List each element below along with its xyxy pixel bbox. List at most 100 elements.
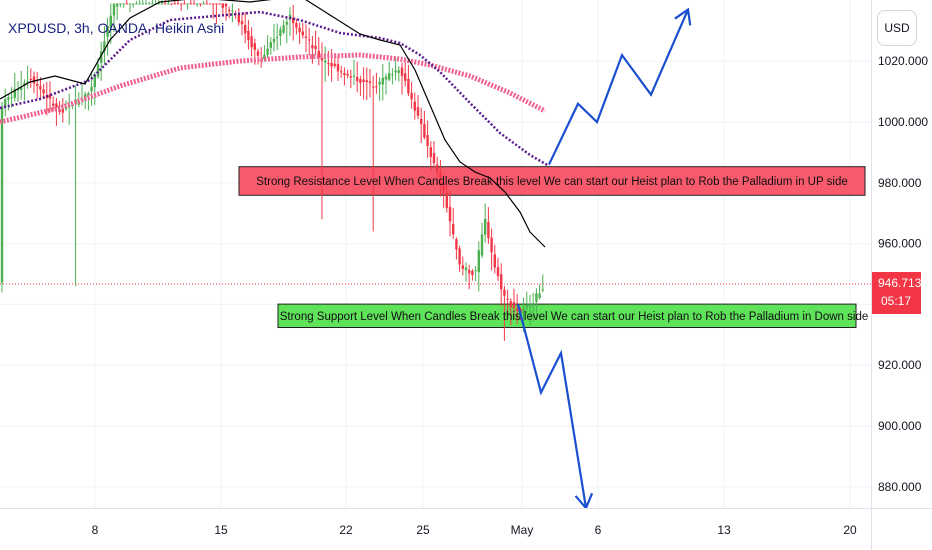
candle-body — [42, 89, 45, 94]
candle-body — [372, 86, 375, 88]
candle-body — [256, 51, 260, 56]
candle-body — [100, 51, 103, 63]
candle-body — [228, 10, 231, 12]
candle-body — [298, 27, 301, 33]
candle-body — [320, 57, 324, 61]
candle-body — [317, 50, 320, 58]
level-zones — [238, 166, 866, 329]
price-tick-label: 920.000 — [878, 358, 922, 372]
candle-body — [452, 224, 455, 235]
candle-body — [180, 3, 183, 5]
candle-body — [138, 3, 141, 5]
candles — [0, 0, 544, 341]
up-projection-arrow — [548, 9, 690, 166]
candle-body — [196, 3, 199, 5]
candle-body — [522, 307, 525, 314]
time-tick-label: 15 — [214, 523, 228, 537]
candle-body — [426, 135, 429, 147]
candle-body — [535, 293, 538, 303]
candle-body — [13, 89, 16, 98]
candle-body — [61, 108, 64, 113]
candle-body — [349, 76, 352, 78]
candle-body — [29, 78, 32, 80]
candle-body — [276, 37, 279, 39]
currency-button[interactable]: USD — [877, 10, 917, 46]
resistance-label: Strong Resistance Level When Candles Bre… — [256, 176, 848, 188]
candle-body — [388, 73, 391, 80]
candle-body — [311, 45, 314, 49]
candle-body — [218, 3, 221, 5]
candle-body — [285, 21, 288, 25]
projection-arrows — [516, 7, 692, 511]
candle-body — [36, 84, 39, 86]
candle-body — [516, 309, 519, 312]
candle-body — [330, 62, 333, 67]
candle-body — [400, 67, 404, 76]
candle-body — [176, 3, 180, 5]
candle-body — [436, 164, 439, 173]
candle-body — [292, 17, 295, 24]
candle-body — [151, 3, 154, 5]
candle-body — [343, 73, 346, 76]
candle-body — [378, 81, 381, 85]
candle-body — [55, 103, 58, 108]
candle-body — [205, 3, 208, 5]
candle-body — [93, 74, 96, 88]
candle-body — [458, 248, 461, 265]
candle-body — [116, 3, 119, 7]
candle-body — [141, 3, 144, 5]
candle-body — [240, 21, 244, 25]
candle-body — [272, 38, 276, 43]
candle-body — [340, 71, 343, 73]
candle-body — [503, 289, 506, 296]
candle-body — [362, 79, 365, 83]
candle-body — [532, 303, 535, 306]
candle-body — [410, 93, 413, 100]
candle-body — [455, 239, 458, 250]
candle-body — [506, 298, 509, 300]
candle-body — [308, 39, 311, 41]
candle-body — [20, 87, 23, 90]
level-labels: Strong Resistance Level When Candles Bre… — [256, 176, 868, 323]
candle-body — [464, 267, 468, 271]
candle-body — [112, 3, 116, 16]
candle-body — [295, 23, 298, 28]
candle-body — [96, 64, 100, 77]
candle-body — [304, 36, 308, 38]
support-label: Strong Support Level When Candles Break … — [280, 311, 869, 323]
time-tick-label: 22 — [339, 523, 353, 537]
candle-body — [474, 270, 477, 272]
candle-body — [170, 3, 173, 5]
candle-body — [314, 45, 317, 50]
candle-body — [327, 63, 330, 65]
price-tick-label: 900.000 — [878, 419, 922, 433]
candle-body — [397, 70, 400, 73]
candle-body — [538, 293, 541, 298]
candle-body — [128, 3, 132, 5]
candle-body — [429, 147, 432, 158]
up-projection-arrow-head — [674, 7, 692, 26]
candle-body — [167, 3, 170, 5]
candle-body — [509, 301, 512, 307]
black-trend-line — [0, 0, 546, 248]
symbol-title[interactable]: XPDUSD, 3h, OANDA, Heikin Ashi — [8, 20, 225, 36]
candle-body — [186, 3, 189, 5]
candle-body — [160, 3, 164, 5]
candle-body — [346, 73, 349, 76]
candle-body — [103, 41, 106, 52]
time-tick-label: 8 — [92, 523, 99, 537]
price-tick-label: 960.000 — [878, 237, 922, 251]
candle-body — [231, 10, 234, 12]
candle-body — [468, 270, 471, 274]
candle-body — [301, 31, 304, 36]
candle-body — [189, 3, 192, 5]
time-tick-label: 6 — [595, 523, 602, 537]
down-projection-arrow — [516, 304, 588, 509]
candle-body — [375, 86, 378, 88]
candle-body — [333, 63, 336, 67]
candle-body — [215, 3, 218, 5]
candle-body — [541, 289, 544, 291]
candle-body — [404, 73, 407, 81]
time-tick-label: 25 — [416, 523, 430, 537]
